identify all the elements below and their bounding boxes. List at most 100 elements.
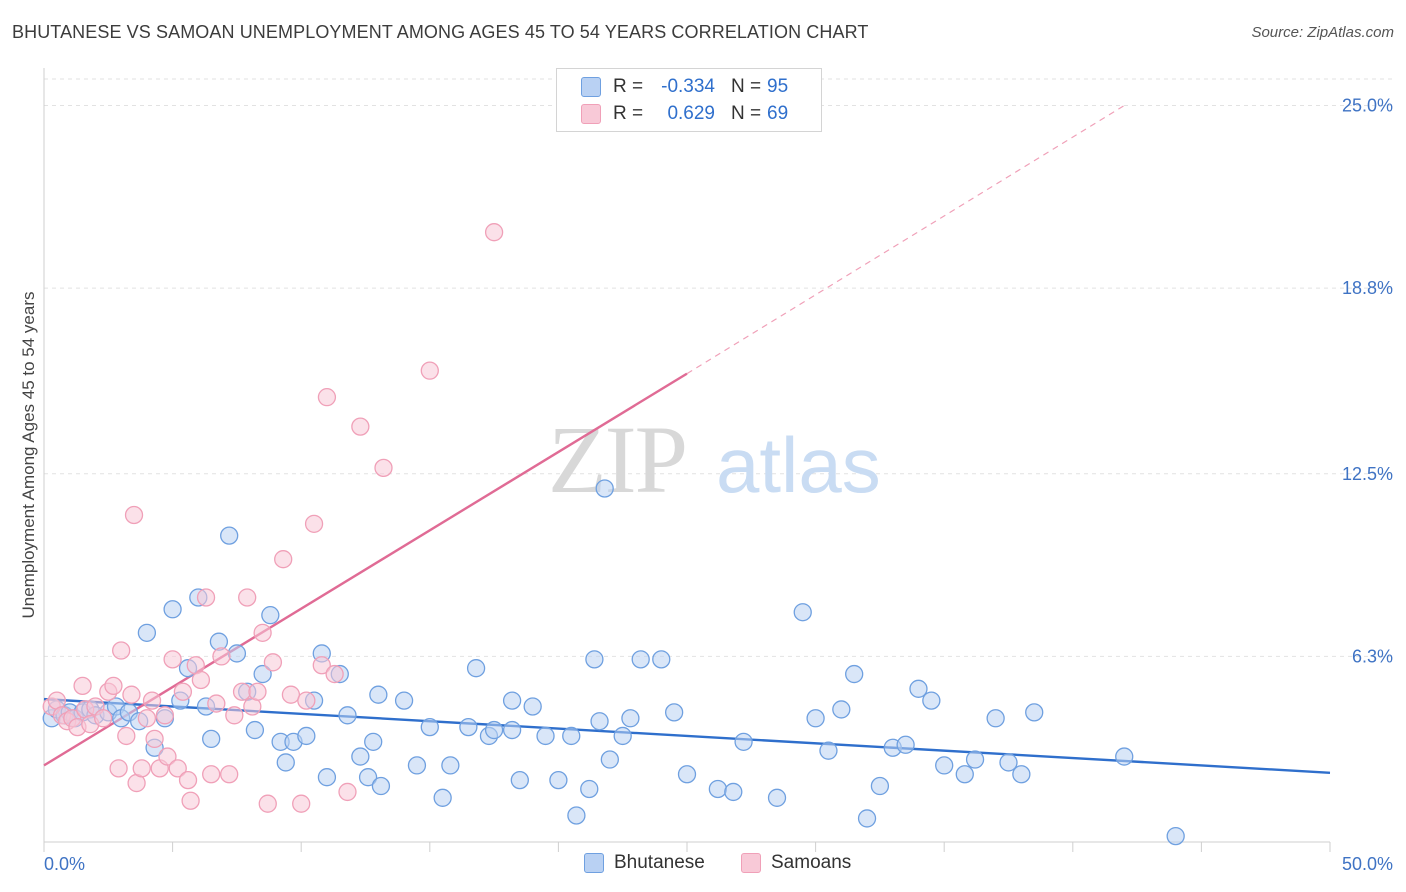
point-bhutanese xyxy=(466,659,486,678)
legend-item-samoans[interactable]: Samoans xyxy=(741,852,851,874)
point-samoans xyxy=(281,685,301,704)
source-label: Source: ZipAtlas.com xyxy=(1251,24,1394,41)
series-legend: Bhutanese Samoans xyxy=(0,852,1406,878)
point-samoans xyxy=(297,691,316,710)
point-bhutanese xyxy=(441,756,460,775)
legend-r-label: R = xyxy=(613,103,644,124)
point-bhutanese xyxy=(652,650,671,669)
point-samoans xyxy=(253,623,272,642)
legend-r-label: R = xyxy=(613,76,644,97)
point-bhutanese xyxy=(338,706,357,725)
point-bhutanese xyxy=(580,779,599,799)
point-samoans xyxy=(351,417,370,436)
legend-swatch-samoans xyxy=(581,104,601,124)
legend-item-bhutanese[interactable]: Bhutanese xyxy=(584,852,705,874)
point-bhutanese xyxy=(845,664,864,684)
point-samoans xyxy=(212,647,231,666)
point-samoans xyxy=(274,550,293,569)
point-samoans xyxy=(292,794,311,813)
point-samoans xyxy=(238,588,257,607)
point-samoans xyxy=(94,709,113,728)
point-bhutanese xyxy=(590,712,609,731)
point-bhutanese xyxy=(935,756,954,775)
point-samoans xyxy=(168,759,187,778)
point-bhutanese xyxy=(708,779,728,799)
point-bhutanese xyxy=(433,788,452,807)
point-bhutanese xyxy=(806,709,825,728)
point-bhutanese xyxy=(364,732,383,751)
point-samoans xyxy=(263,653,283,672)
watermark: ZIP atlas xyxy=(548,406,881,513)
point-bhutanese xyxy=(536,726,555,746)
point-bhutanese xyxy=(613,726,632,746)
point-samoans xyxy=(248,682,267,701)
point-bhutanese xyxy=(1012,765,1031,784)
point-bhutanese xyxy=(510,770,529,790)
trend-lines xyxy=(43,105,1331,774)
point-bhutanese xyxy=(631,650,650,669)
x-tick-label: 50.0% xyxy=(1342,854,1393,874)
legend-swatch-samoans xyxy=(741,853,761,873)
point-bhutanese xyxy=(1166,826,1185,846)
point-bhutanese xyxy=(351,747,370,766)
point-bhutanese xyxy=(484,720,504,740)
point-samoans xyxy=(325,664,344,684)
legend-row-bhutanese: R = -0.334 N = 95 xyxy=(581,74,788,100)
point-bhutanese xyxy=(595,479,614,498)
point-bhutanese xyxy=(585,650,604,669)
chart-title: BHUTANESE VS SAMOAN UNEMPLOYMENT AMONG A… xyxy=(12,22,869,42)
point-bhutanese xyxy=(965,750,985,769)
y-tick-label: 25.0% xyxy=(1342,96,1393,116)
point-bhutanese xyxy=(253,664,272,684)
point-samoans xyxy=(207,694,226,713)
point-bhutanese xyxy=(407,756,427,775)
point-samoans xyxy=(191,670,211,690)
point-samoans xyxy=(338,782,357,802)
point-samoans xyxy=(163,650,182,669)
x-tick-label: 0.0% xyxy=(44,854,85,874)
watermark-atlas: atlas xyxy=(716,421,881,509)
point-samoans xyxy=(124,505,144,525)
legend-row-samoans: R = 0.629 N = 69 xyxy=(581,101,788,127)
y-axis-label: Unemployment Among Ages 45 to 54 years xyxy=(19,292,38,619)
point-bhutanese xyxy=(896,735,915,754)
point-samoans xyxy=(225,706,244,725)
point-bhutanese xyxy=(261,606,280,625)
point-samoans xyxy=(104,676,123,696)
point-bhutanese xyxy=(317,768,337,787)
point-bhutanese xyxy=(358,768,378,787)
point-samoans xyxy=(173,682,193,701)
y-tick-label: 12.5% xyxy=(1342,464,1393,484)
point-bhutanese xyxy=(163,600,182,619)
point-samoans xyxy=(202,765,221,784)
x-tick-labels: 0.0% 50.0% xyxy=(44,854,1393,874)
legend-n-value: 95 xyxy=(767,76,789,97)
legend-label-bhutanese: Bhutanese xyxy=(614,852,705,873)
point-bhutanese xyxy=(371,776,391,796)
point-bhutanese xyxy=(394,691,414,710)
y-tick-labels: 6.3% 12.5% 18.8% 25.0% xyxy=(1342,96,1393,667)
point-samoans xyxy=(196,588,216,607)
point-bhutanese xyxy=(276,753,295,772)
point-bhutanese xyxy=(832,700,851,719)
point-bhutanese xyxy=(562,726,581,746)
point-bhutanese xyxy=(677,765,697,784)
legend-n-label: N = xyxy=(731,76,762,97)
point-bhutanese xyxy=(819,741,838,760)
point-samoans xyxy=(258,794,277,813)
point-samoans xyxy=(132,759,151,778)
point-bhutanese xyxy=(459,717,478,737)
point-samoans xyxy=(145,729,164,749)
grid-lines xyxy=(44,78,1395,657)
point-bhutanese xyxy=(420,717,439,737)
point-samoans xyxy=(117,726,136,746)
point-bhutanese xyxy=(793,603,812,622)
point-bhutanese xyxy=(297,726,316,746)
point-bhutanese xyxy=(922,691,941,710)
point-bhutanese xyxy=(999,753,1018,772)
point-bhutanese xyxy=(502,720,522,740)
watermark-zip: ZIP xyxy=(548,406,686,513)
point-samoans xyxy=(112,641,131,660)
stats-legend: R = -0.334 N = 95 R = 0.629 N = 69 xyxy=(556,68,822,132)
